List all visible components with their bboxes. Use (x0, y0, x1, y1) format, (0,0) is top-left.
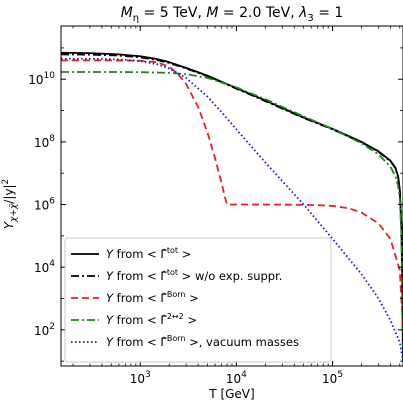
legend-label-5: Y from < Γ̂Born >, vacuum masses (106, 334, 299, 349)
plot-area: 103 104 105 102 104 106 108 1010 (28, 25, 403, 386)
y-tick-label: 102 (34, 322, 55, 338)
legend-frame (64, 237, 332, 363)
x-axis-label: T [GeV] (208, 387, 254, 401)
chart-title: Mη = 5 TeV, M = 2.0 TeV, λ3 = 1 (121, 5, 344, 24)
series-line-1 (61, 51, 403, 362)
legend-label-1: Y from < Γ̂tot > (106, 246, 191, 261)
y-tick-label: 106 (34, 197, 55, 213)
legend-label-4: Y from < Γ̂2↔2 > (106, 312, 197, 327)
legend: Y from < Γ̂tot > Y from < Γ̂tot > w/o exp… (64, 237, 332, 363)
x-tick-label: 105 (322, 370, 343, 386)
series-line-2 (61, 53, 403, 362)
x-tick-label: 103 (130, 370, 151, 386)
series-line-5 (61, 57, 403, 362)
legend-label-3: Y from < Γ̂Born > (106, 290, 199, 305)
series-line-3 (61, 59, 403, 330)
series-line-4 (61, 71, 403, 362)
y-axis-label: Yχ+χ̄/|y|2 (1, 179, 19, 230)
y-tick-label: 1010 (28, 71, 55, 87)
y-tick-label: 104 (34, 259, 55, 275)
legend-label-2: Y from < Γ̂tot > w/o exp. suppr. (106, 268, 282, 283)
y-tick-label: 108 (34, 134, 55, 150)
x-tick-label: 104 (226, 370, 247, 386)
